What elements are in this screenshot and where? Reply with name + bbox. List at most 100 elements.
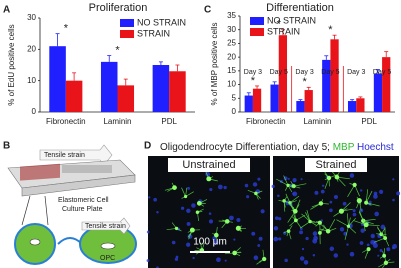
cell-body (318, 231, 322, 235)
nucleus (252, 182, 258, 187)
legend-label: STRAIN (137, 28, 170, 38)
x-tick-label: Day 5 (270, 69, 288, 76)
bar (244, 95, 253, 112)
nucleus (342, 201, 347, 206)
nucleus (349, 173, 355, 178)
nucleus (329, 208, 333, 213)
bar (65, 80, 83, 112)
x-tick-label: Day 3 (244, 69, 262, 76)
process (336, 213, 357, 240)
cell-body (206, 176, 212, 182)
process (276, 175, 295, 193)
process (300, 210, 317, 229)
cell-body (364, 200, 369, 205)
nucleus (186, 208, 191, 213)
bar (152, 65, 170, 112)
bar (322, 59, 331, 112)
nucleus (208, 219, 214, 224)
nucleus (257, 177, 261, 181)
device-base (21, 174, 136, 197)
legend-swatch (120, 30, 134, 38)
nucleus (233, 238, 236, 241)
significance: * (328, 24, 333, 36)
nucleus (379, 248, 383, 252)
x-tick-label: Fibronectin (46, 117, 86, 126)
arrow (39, 144, 113, 166)
nucleus (312, 238, 318, 244)
nucleus (212, 236, 217, 241)
cell-body (195, 210, 200, 214)
nucleus (246, 195, 250, 199)
pointer (21, 195, 31, 226)
x-tick-label: PDL (161, 117, 177, 126)
process (187, 229, 201, 240)
nucleus (171, 240, 176, 245)
x-tick-label: Day 3 (295, 69, 313, 76)
nucleus (224, 259, 227, 262)
nucleus (274, 216, 279, 221)
nucleus (312, 253, 316, 257)
process (247, 189, 263, 200)
nucleus (146, 230, 150, 234)
process (218, 219, 233, 229)
nucleus (386, 247, 389, 250)
nucleus (373, 194, 378, 199)
nucleus (229, 215, 234, 221)
nucleus (303, 260, 309, 265)
panel-label: B (3, 141, 10, 152)
process (289, 207, 306, 229)
cell-body (382, 253, 387, 258)
cell-body (196, 200, 202, 206)
nucleus (392, 243, 398, 249)
cell-body (262, 256, 267, 262)
y-tick-label: 30 (227, 25, 236, 34)
label: Culture Plate (62, 206, 103, 213)
nucleus (148, 196, 151, 199)
y-tick-label: 25 (227, 39, 236, 48)
bar (356, 98, 365, 112)
bar (330, 39, 339, 112)
y-tick-label: 35 (227, 11, 236, 20)
nucleus (374, 211, 379, 217)
nucleus (251, 231, 256, 236)
cell-body (334, 174, 340, 180)
nucleus (396, 191, 401, 196)
legend-label: NO STRAIN (267, 15, 316, 25)
nucleus (209, 187, 213, 192)
bar (49, 46, 66, 113)
legend-swatch (120, 19, 134, 27)
nucleus (329, 246, 335, 252)
nucleus (339, 227, 345, 232)
nucleus (366, 243, 370, 247)
cell-body (363, 222, 369, 228)
cell-body (254, 191, 258, 196)
label-box (168, 158, 250, 172)
image-label: Unstrained (182, 159, 235, 171)
significance: * (115, 45, 120, 57)
cell-body (235, 225, 241, 231)
nucleus (379, 189, 384, 194)
cell-body (232, 250, 237, 256)
significance: * (251, 75, 256, 87)
nucleus (301, 247, 305, 251)
y-tick-label: 20 (227, 52, 236, 61)
y-tick-label: 30 (27, 13, 36, 22)
nucleus (352, 212, 357, 217)
cell-body (172, 185, 177, 191)
y-tick-label: 10 (27, 76, 36, 85)
y-tick-label: 10 (227, 80, 236, 89)
nucleus (373, 191, 378, 196)
nucleus (392, 178, 395, 181)
cell-body (282, 199, 286, 203)
cell-body (325, 229, 331, 234)
bar (296, 101, 305, 112)
y-axis-label: % of EdU positive cells (7, 24, 16, 105)
cell (100, 242, 116, 250)
significance: * (64, 23, 69, 35)
bar (117, 85, 135, 112)
nucleus (257, 244, 261, 247)
nucleus (186, 242, 191, 247)
x-tick-label: Day 5 (373, 69, 391, 76)
arrow (81, 217, 131, 235)
